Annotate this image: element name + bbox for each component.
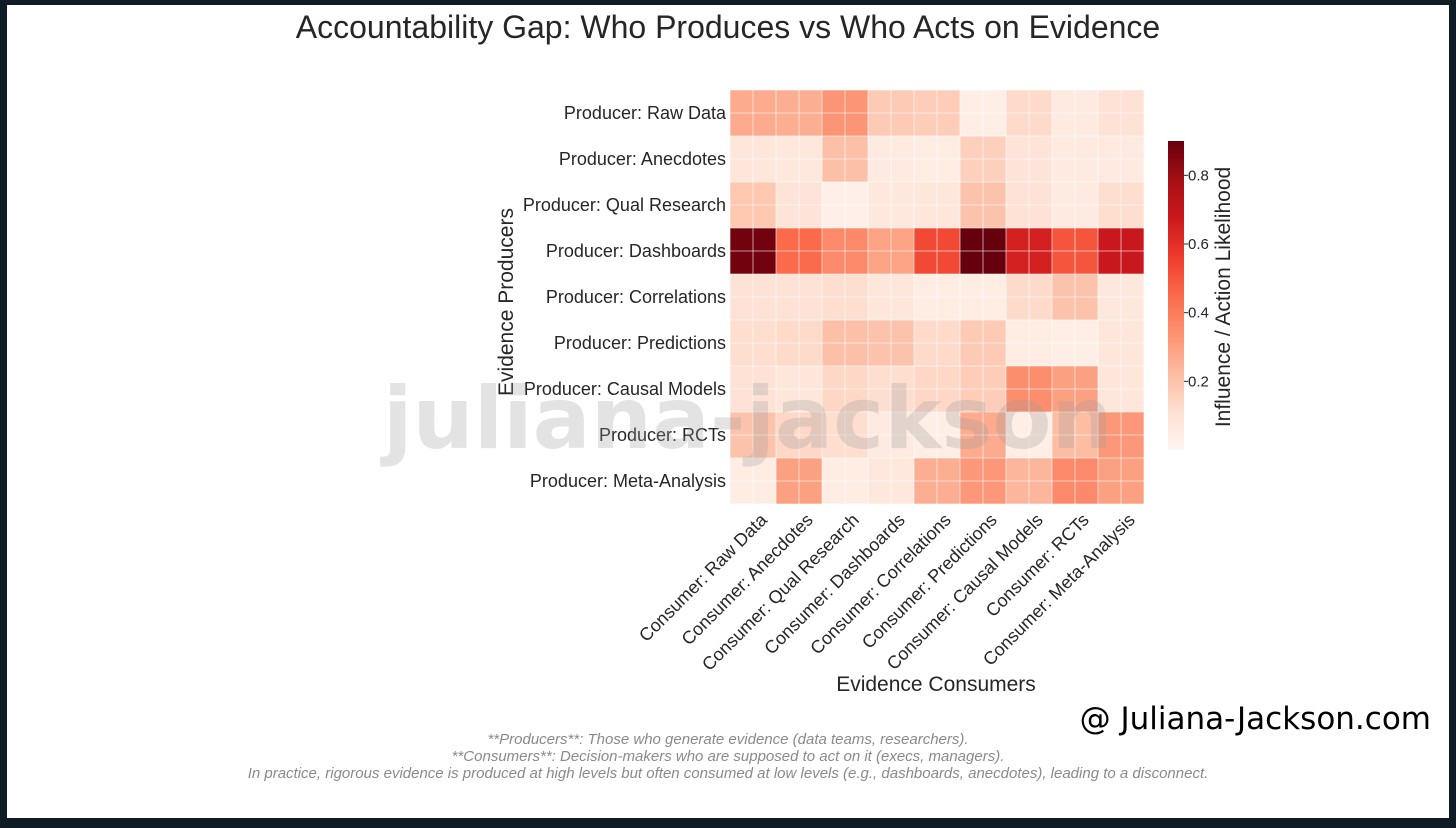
y-tick-labels: Producer: Raw Data Producer: Anecdotes Pro… [523,103,727,491]
colorbar-tick-label: 0.4 [1188,305,1209,322]
y-tick-label: Producer: Dashboards [546,241,726,261]
colorbar-ticks: 0.2 0.4 0.6 0.8 [1184,167,1209,390]
figure-canvas: Accountability Gap: Who Produces vs Who … [7,5,1449,818]
y-tick-label: Producer: Correlations [546,287,726,307]
heatmap-gridlines [729,89,1145,505]
y-tick-label: Producer: Meta-Analysis [530,471,726,491]
colorbar-label: Influence / Action Likelihood [1212,167,1235,427]
y-tick-label: Producer: Raw Data [564,103,727,123]
colorbar-tick-label: 0.6 [1188,236,1209,253]
heatmap-chart: Producer: Raw Data Producer: Anecdotes Pro… [380,89,1235,696]
brand-signature: @ Juliana-Jackson.com [1079,701,1431,737]
colorbar-tick-label: 0.2 [1188,373,1209,390]
colorbar [1168,141,1184,450]
colorbar-tick-label: 0.8 [1188,167,1209,184]
y-tick-label: Producer: RCTs [599,425,726,445]
caption-line-1: **Producers**: Those who generate eviden… [487,731,969,748]
caption-line-3: In practice, rigorous evidence is produc… [247,765,1209,782]
x-axis-label: Evidence Consumers [836,673,1036,696]
y-axis-label: Evidence Producers [495,208,518,396]
chart-title: Accountability Gap: Who Produces vs Who … [295,9,1161,45]
y-tick-label: Producer: Qual Research [523,195,726,215]
y-tick-label: Producer: Predictions [554,333,726,353]
y-tick-label: Producer: Anecdotes [559,149,726,169]
y-tick-label: Producer: Causal Models [524,379,726,399]
caption-line-2: **Consumers**: Decision-makers who are s… [451,748,1005,765]
watermark-text: juliana-jackson [380,369,1113,469]
